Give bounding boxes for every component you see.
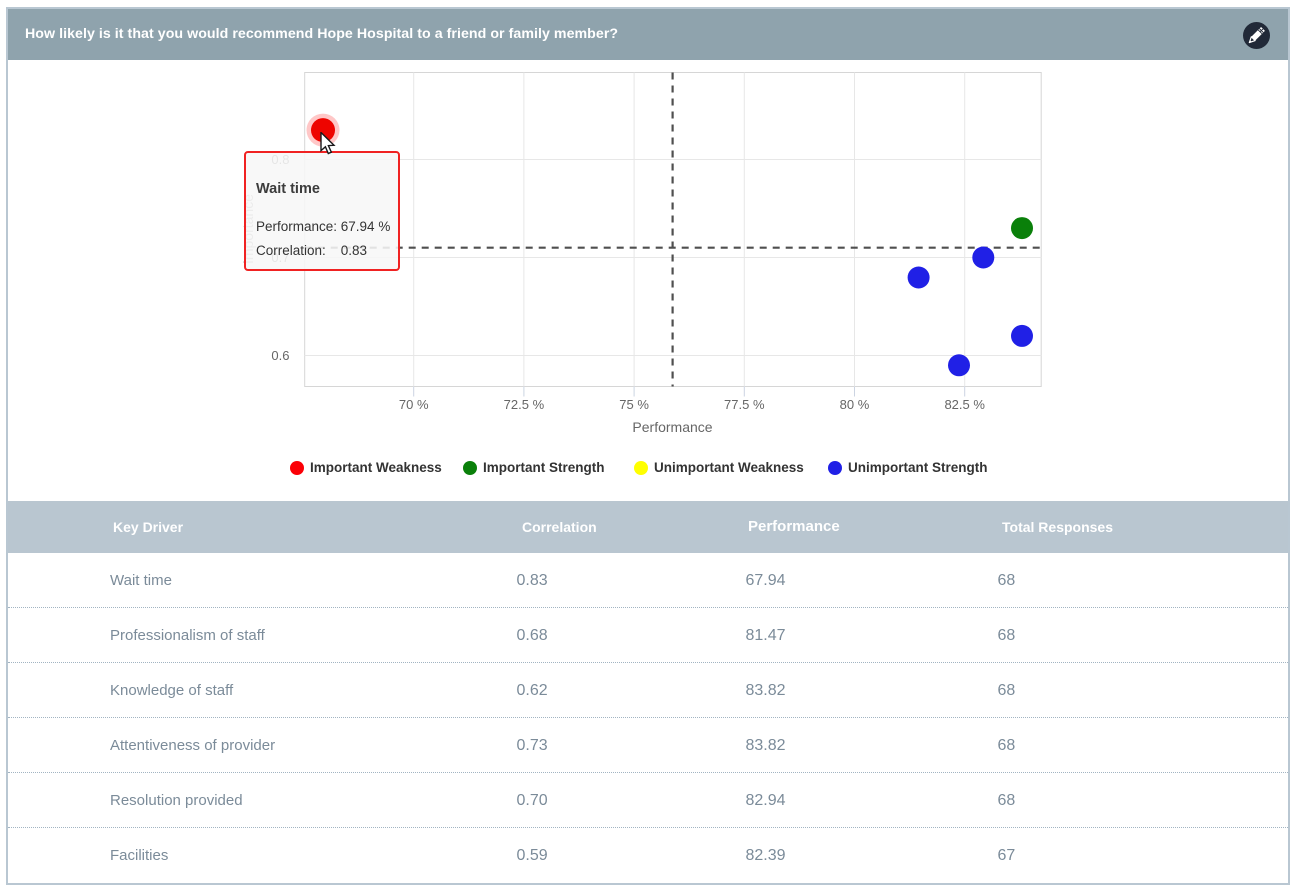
svg-text:72.5 %: 72.5 % <box>504 397 545 412</box>
svg-text:75 %: 75 % <box>619 397 649 412</box>
svg-text:77.5 %: 77.5 % <box>724 397 765 412</box>
svg-text:82.5 %: 82.5 % <box>944 397 985 412</box>
svg-text:0.6: 0.6 <box>271 348 289 363</box>
svg-text:70 %: 70 % <box>399 397 429 412</box>
svg-text:80 %: 80 % <box>840 397 870 412</box>
svg-text:Performance: Performance <box>632 419 712 435</box>
